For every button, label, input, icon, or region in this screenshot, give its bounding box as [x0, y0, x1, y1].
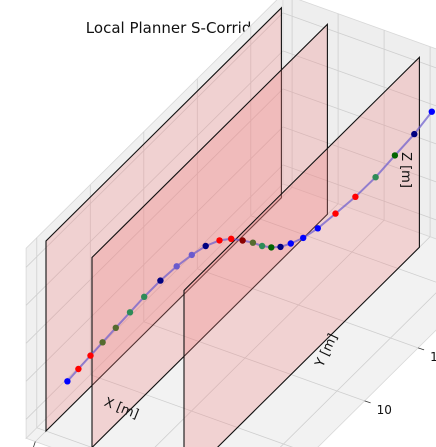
path-point: [332, 210, 339, 217]
path-point: [277, 243, 284, 251]
corridor-wall-rear: [183, 55, 420, 447]
path-point: [391, 152, 399, 159]
trajectory-path: [64, 108, 435, 385]
path-point: [268, 244, 275, 251]
grid-line: [143, 321, 365, 402]
y-tick-label: 15: [430, 350, 436, 364]
grid-line: [25, 12, 284, 268]
x-tick-mark: [33, 441, 36, 447]
y-tick-label: 10: [377, 403, 392, 417]
path-point: [112, 324, 120, 331]
corridor-wall-front: [45, 6, 282, 433]
path-point: [228, 235, 235, 242]
grid-line: [25, 164, 284, 420]
path-point: [188, 251, 195, 259]
path-point: [64, 378, 71, 385]
path-point: [258, 242, 266, 250]
corridor-walls: [45, 6, 420, 447]
path-point: [239, 237, 246, 244]
path-point: [75, 365, 82, 373]
grid-line: [282, 50, 436, 107]
path-point: [126, 309, 134, 316]
path-point: [314, 225, 321, 232]
path-point: [411, 130, 418, 138]
grid-line: [279, 292, 436, 447]
grid-line: [250, 215, 436, 283]
grid-line: [25, 126, 284, 382]
grid-line: [36, 427, 92, 447]
z-axis-label: Z [m]: [398, 152, 413, 188]
grid-line: [25, 88, 284, 344]
path-point: [87, 352, 94, 359]
path-point: [428, 108, 435, 115]
y-tick-mark: [417, 347, 425, 351]
path-point: [216, 237, 223, 244]
grid-line: [282, 12, 436, 69]
path-point: [300, 234, 307, 242]
y-tick-mark: [364, 400, 371, 404]
grid-line: [197, 268, 419, 349]
path-point: [157, 277, 164, 284]
grid-line: [282, 88, 436, 145]
path-point: [372, 174, 379, 181]
path-point: [99, 339, 106, 346]
path-point: [352, 193, 359, 200]
corridor-wall-middle: [91, 22, 328, 447]
path-point: [141, 293, 148, 300]
path-point: [202, 242, 209, 250]
tick-labels: 0510152005101520420−2−4: [33, 347, 436, 447]
grid-line: [90, 374, 294, 447]
path-point: [173, 263, 180, 270]
grid-line: [25, 50, 284, 306]
grid-line: [154, 219, 385, 447]
grid-line: [282, 164, 436, 221]
path-point: [249, 239, 257, 246]
grid-line: [282, 126, 436, 183]
path-point: [287, 240, 294, 247]
